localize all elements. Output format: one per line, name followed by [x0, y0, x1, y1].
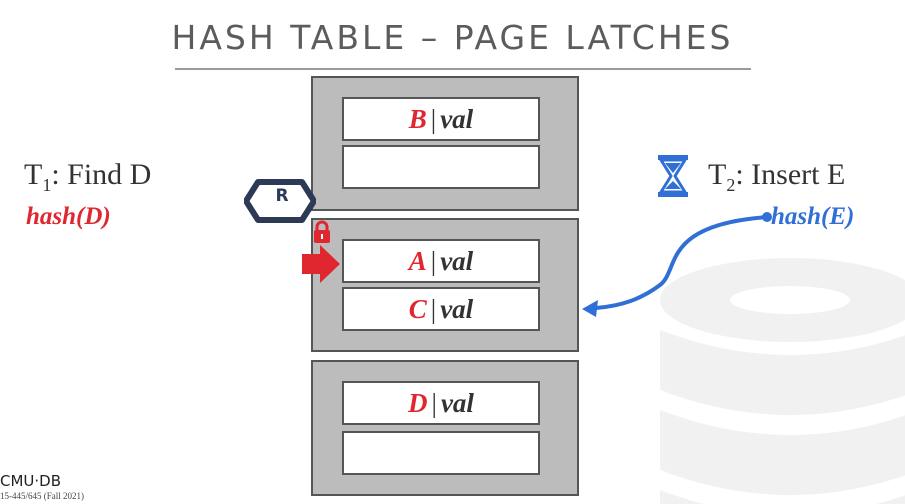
- hash-page-2: A | val C | val: [311, 218, 579, 352]
- slot-empty: [342, 431, 540, 475]
- cmu-db-logo: CMU·DB: [0, 472, 62, 490]
- arrow-right-icon: [302, 245, 340, 283]
- slot-key: B: [408, 103, 427, 134]
- slot-c: C | val: [342, 287, 540, 331]
- t2-name: T: [708, 158, 727, 191]
- t2-hash: hash(E): [771, 203, 855, 230]
- t1-action: : Find D: [51, 158, 152, 191]
- read-latch-hexagon-icon: [244, 179, 316, 223]
- title-divider: [175, 68, 751, 70]
- t1-subscript: 1: [42, 175, 52, 195]
- t2-action: : Insert E: [735, 158, 846, 191]
- slot-key: A: [408, 245, 427, 276]
- slot-value: val: [440, 293, 474, 324]
- slot-separator: |: [431, 387, 437, 418]
- slot-separator: |: [430, 245, 437, 276]
- slot-a: A | val: [342, 239, 540, 283]
- t1-name: T: [24, 158, 43, 191]
- lock-icon: [314, 220, 330, 243]
- t1-label: T1: Find D: [24, 158, 151, 196]
- slot-d: D | val: [342, 381, 540, 425]
- hourglass-icon: [658, 155, 688, 197]
- course-label: 15-445/645 (Fall 2021): [0, 491, 84, 501]
- slot-b: B | val: [342, 97, 540, 141]
- t2-label: T2: Insert E: [708, 158, 845, 196]
- slot-empty: [342, 145, 540, 189]
- slot-value: val: [440, 387, 474, 418]
- slot-separator: |: [430, 103, 437, 134]
- t1-hash: hash(D): [26, 203, 111, 230]
- slot-value: val: [440, 245, 474, 276]
- hash-page-3: D | val: [311, 360, 579, 496]
- slot-key: D: [408, 387, 428, 418]
- slot-separator: |: [430, 293, 437, 324]
- latch-mode-label: R: [275, 186, 289, 206]
- slot-value: val: [440, 103, 474, 134]
- hash-page-1: B | val: [311, 76, 579, 211]
- t2-subscript: 2: [726, 175, 736, 195]
- slot-key: C: [408, 293, 427, 324]
- page-title: HASH TABLE – PAGE LATCHES: [171, 18, 734, 57]
